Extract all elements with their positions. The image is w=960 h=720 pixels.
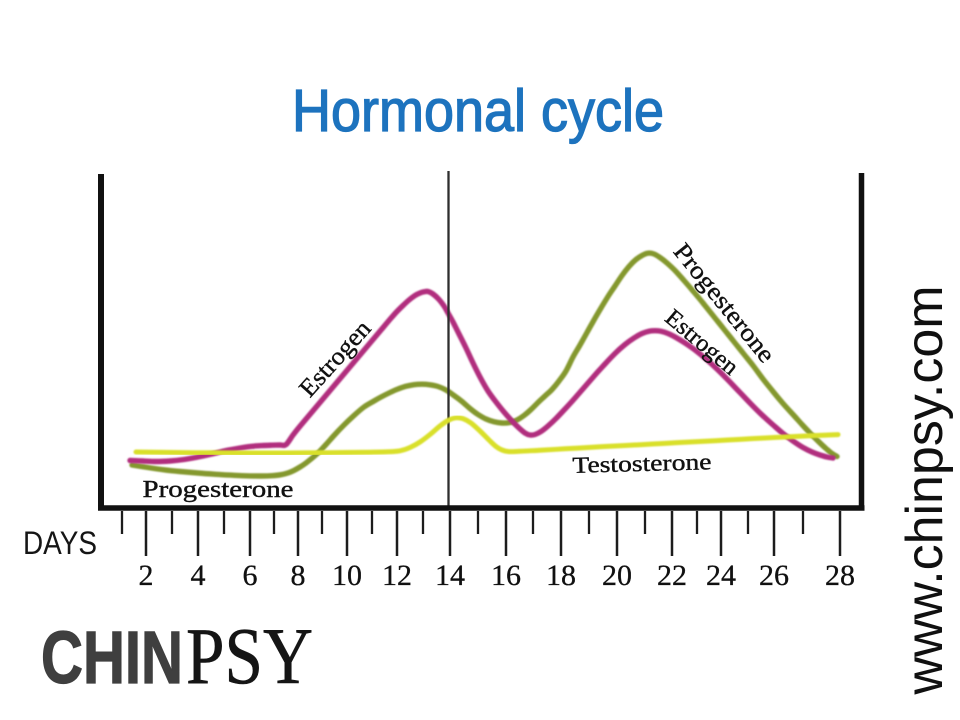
svg-text:Hormonal cycle: Hormonal cycle [292, 78, 664, 144]
svg-text:20: 20 [602, 559, 632, 592]
svg-text:6: 6 [243, 559, 258, 592]
svg-text:14: 14 [435, 559, 465, 592]
svg-text:26: 26 [759, 559, 789, 592]
svg-text:8: 8 [291, 559, 306, 592]
svg-text:10: 10 [332, 559, 362, 592]
svg-text:2: 2 [139, 559, 154, 592]
svg-text:18: 18 [546, 559, 576, 592]
svg-text:PSY: PSY [186, 611, 313, 701]
svg-text:16: 16 [491, 559, 521, 592]
svg-text:CHIN: CHIN [41, 616, 183, 699]
svg-text:4: 4 [191, 559, 206, 592]
svg-text:22: 22 [657, 559, 687, 592]
svg-text:Progesterone: Progesterone [143, 477, 294, 503]
svg-text:24: 24 [706, 559, 736, 592]
svg-text:www.chinpsy.com: www.chinpsy.com [896, 286, 954, 696]
svg-text:12: 12 [382, 559, 412, 592]
svg-text:Testosterone: Testosterone [572, 449, 712, 478]
svg-text:DAYS: DAYS [23, 525, 97, 561]
svg-text:28: 28 [825, 559, 855, 592]
